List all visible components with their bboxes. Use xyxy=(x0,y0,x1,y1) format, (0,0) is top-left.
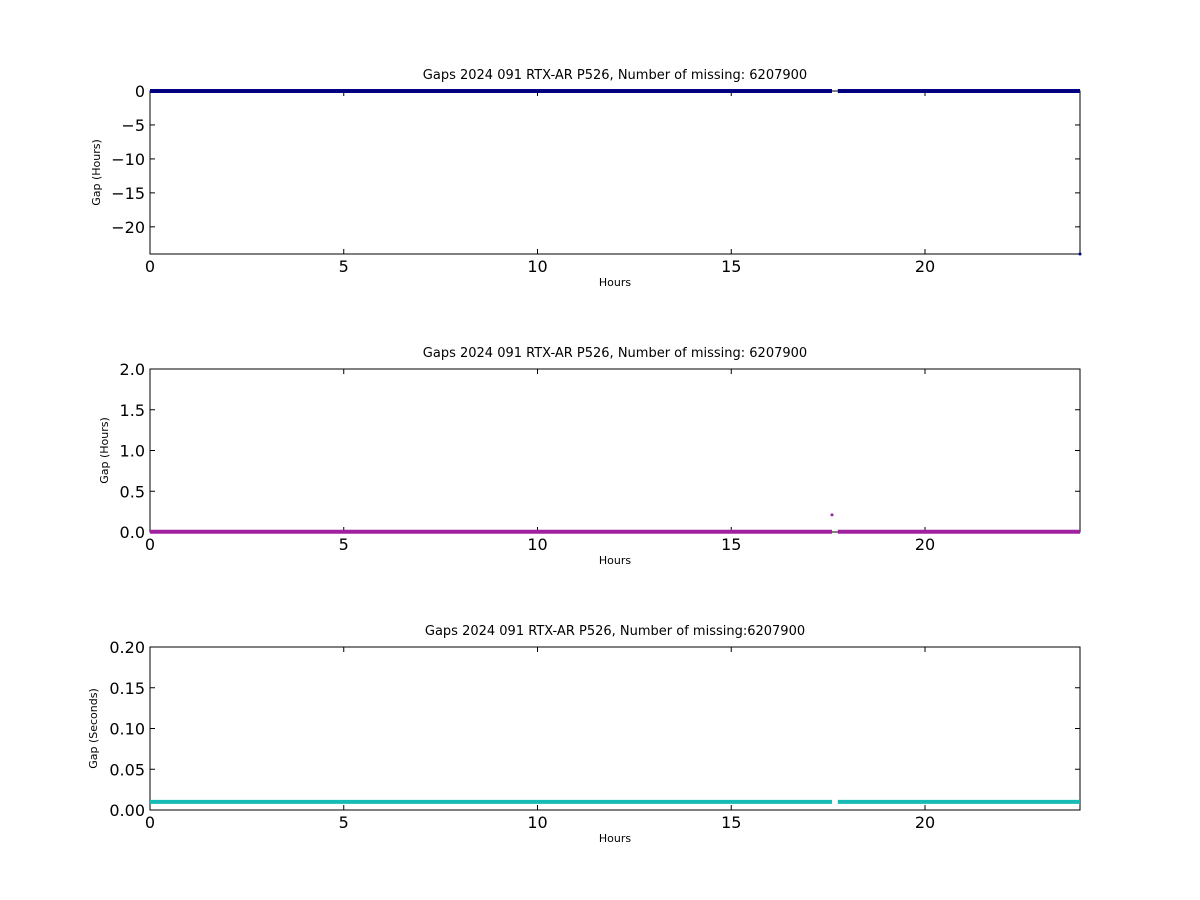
x-tick-label: 20 xyxy=(915,535,935,554)
y-tick-label: 0.0 xyxy=(120,523,145,542)
y-tick-label: 0.00 xyxy=(109,801,145,820)
chart-title: Gaps 2024 091 RTX-AR P526, Number of mis… xyxy=(423,68,807,83)
x-axis-label: Hours xyxy=(599,276,631,289)
plot-frame xyxy=(149,90,1081,255)
x-tick-label: 0 xyxy=(145,813,155,832)
data-point xyxy=(1078,252,1082,256)
chart-title: Gaps 2024 091 RTX-AR P526, Number of mis… xyxy=(423,346,807,361)
x-tick-label: 5 xyxy=(339,257,349,276)
y-tick-label: 2.0 xyxy=(120,360,145,379)
y-tick-label: 0.15 xyxy=(109,679,145,698)
x-tick-label: 5 xyxy=(339,535,349,554)
y-tick-label: −20 xyxy=(111,218,145,237)
x-tick-label: 0 xyxy=(145,257,155,276)
y-axis-label: Gap (Hours) xyxy=(90,139,103,206)
x-axis-label: Hours xyxy=(599,554,631,567)
y-tick-label: −15 xyxy=(111,184,145,203)
x-axis-label: Hours xyxy=(599,832,631,845)
y-tick-label: 0.05 xyxy=(109,760,145,779)
y-tick-label: −5 xyxy=(121,116,145,135)
y-tick-label: 1.0 xyxy=(120,442,145,461)
x-tick-label: 5 xyxy=(339,813,349,832)
chart-title: Gaps 2024 091 RTX-AR P526, Number of mis… xyxy=(425,624,805,639)
y-tick-label: −10 xyxy=(111,150,145,169)
y-tick-label: 0 xyxy=(135,82,145,101)
panel-gap-hours: Gaps 2024 091 RTX-AR P526, Number of mis… xyxy=(98,346,1081,567)
panel-gap-seconds: Gaps 2024 091 RTX-AR P526, Number of mis… xyxy=(87,624,1081,845)
plot-frame xyxy=(149,368,1081,533)
data-point xyxy=(830,513,834,517)
x-tick-label: 15 xyxy=(721,535,741,554)
plot-frame xyxy=(149,646,1081,811)
y-tick-label: 0.20 xyxy=(109,638,145,657)
x-tick-label: 15 xyxy=(721,813,741,832)
x-tick-label: 20 xyxy=(915,257,935,276)
panel-gap-hours-negative: Gaps 2024 091 RTX-AR P526, Number of mis… xyxy=(90,68,1082,289)
x-tick-label: 10 xyxy=(527,257,547,276)
y-axis-label: Gap (Seconds) xyxy=(87,688,100,769)
x-tick-label: 0 xyxy=(145,535,155,554)
x-tick-label: 20 xyxy=(915,813,935,832)
y-tick-label: 0.5 xyxy=(120,482,145,501)
y-tick-label: 1.5 xyxy=(120,401,145,420)
y-axis-label: Gap (Hours) xyxy=(98,417,111,484)
x-tick-label: 10 xyxy=(527,813,547,832)
x-tick-label: 15 xyxy=(721,257,741,276)
y-tick-label: 0.10 xyxy=(109,720,145,739)
x-tick-label: 10 xyxy=(527,535,547,554)
